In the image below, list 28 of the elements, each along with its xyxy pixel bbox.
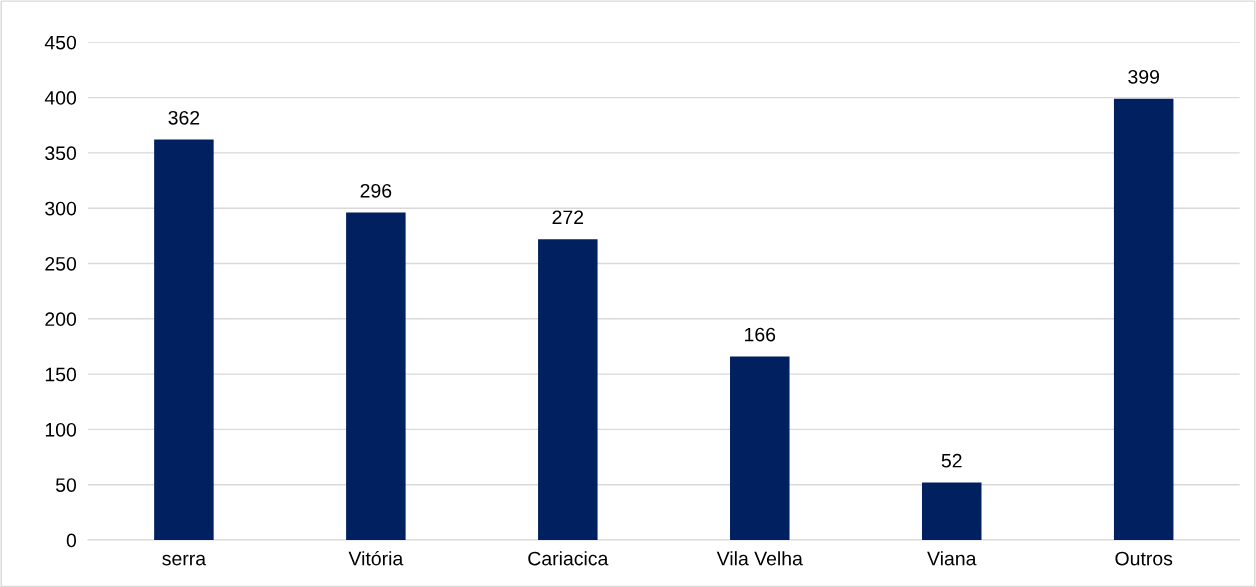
- bar: [538, 239, 598, 541]
- x-tick-label: Outros: [1115, 551, 1173, 566]
- y-tick-label: 50: [55, 478, 77, 492]
- y-tick-label: 0: [66, 533, 77, 548]
- data-label: 296: [360, 183, 392, 198]
- data-label: 399: [1128, 69, 1159, 84]
- data-label: 166: [745, 327, 776, 342]
- data-label: 362: [168, 110, 200, 125]
- y-tick-label: 450: [44, 35, 77, 50]
- y-tick-label: 150: [45, 367, 77, 382]
- data-label: 272: [552, 210, 584, 225]
- x-tick-label: Vitória: [348, 550, 404, 566]
- bar: [1113, 98, 1174, 541]
- x-tick-label: Vila Velha: [716, 551, 803, 566]
- bar: [346, 212, 406, 541]
- x-tick-label: serra: [162, 554, 207, 566]
- bar: [921, 482, 982, 541]
- y-tick-label: 400: [44, 91, 77, 105]
- x-tick-label: Cariacica: [528, 551, 609, 566]
- data-label: 52: [941, 453, 962, 468]
- y-tick-label: 300: [45, 201, 77, 216]
- x-tick-label: Viana: [927, 551, 977, 566]
- y-tick-label: 100: [45, 422, 77, 437]
- y-tick-label: 250: [45, 256, 77, 271]
- y-tick-label: 200: [45, 312, 77, 327]
- y-tick-label: 350: [45, 146, 77, 161]
- bar: [730, 356, 790, 541]
- bar: [154, 139, 214, 541]
